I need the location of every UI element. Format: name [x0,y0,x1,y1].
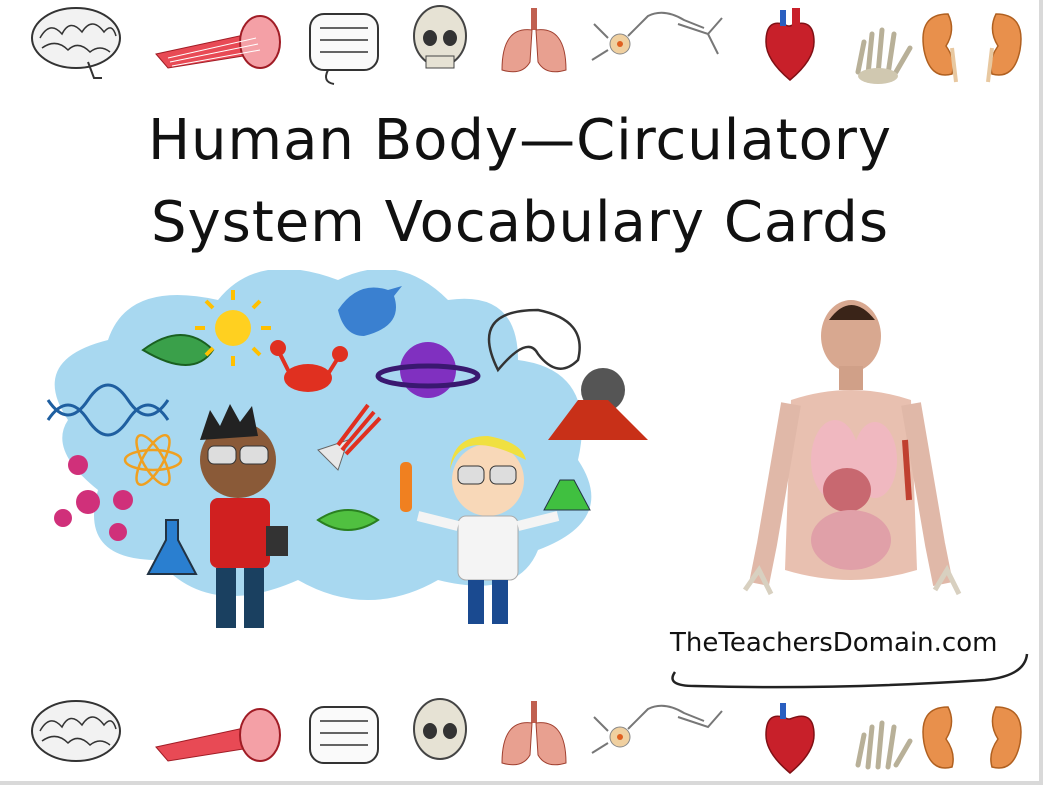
neuron-icon [591,11,723,61]
skull-icon [413,698,467,760]
lungs-icon [501,701,567,766]
brain-icon [31,700,121,762]
shell-icon [487,308,581,373]
planet-icon [375,342,481,398]
rocket-icon [316,509,380,531]
hand-skeleton-icon [855,27,913,84]
dna-icon [46,383,170,437]
flask-icon [146,519,198,575]
skull-icon [413,5,467,69]
girl-scientist [400,436,591,624]
science-cloud-illustration [28,268,668,650]
bird-icon [338,286,402,336]
brand-logo: TheTeachersDomain.com [665,622,1035,692]
crab-icon [270,340,348,392]
atom-icon [123,433,183,487]
prism-icon [317,403,382,471]
title-line-1: Human Body—Circulatory [147,108,893,173]
muscle-icon [155,708,281,762]
organ-strip-top [28,2,1028,87]
kidneys-icon [922,13,1022,83]
anatomy-figure [735,300,965,630]
muscle-icon [155,15,281,69]
neuron-icon [591,704,723,754]
page-title: Human Body—Circulatory System Vocabulary… [40,100,1000,264]
lungs-icon [501,8,567,73]
volcano-icon [548,368,648,440]
molecule-icon [54,455,133,541]
boy-scientist [200,404,288,628]
hand-skeleton-icon [855,720,913,770]
intestine-icon [309,13,379,85]
heart-icon [765,703,815,774]
intestine-icon [309,706,379,764]
title-line-2: System Vocabulary Cards [150,190,889,255]
kidneys-icon [922,706,1022,769]
brand-text: TheTeachersDomain.com [670,628,998,658]
brain-icon [31,7,121,79]
sun-icon [195,290,271,366]
organ-strip-bottom [28,695,1028,780]
heart-icon [765,8,815,81]
